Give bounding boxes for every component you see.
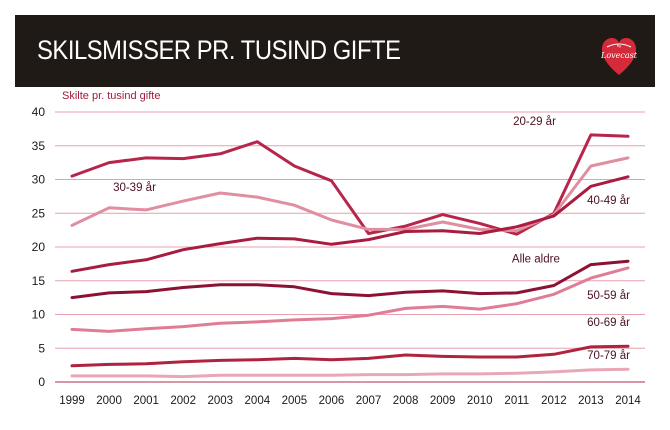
series-line xyxy=(70,259,630,300)
x-tick-label: 2002 xyxy=(170,395,196,407)
series-label: 50-59 år xyxy=(587,290,630,302)
series-labels: 20-29 år 30-39 år 40-49 år Alle aldre 50-59 … xyxy=(113,116,630,362)
series-line xyxy=(70,367,630,379)
x-tick-label: 2014 xyxy=(615,395,641,407)
y-tick-label: 5 xyxy=(38,341,45,355)
grid-lines xyxy=(55,111,645,383)
series-line xyxy=(70,344,630,368)
series-label: 30-39 år xyxy=(113,182,156,194)
y-tick-label: 15 xyxy=(32,274,46,288)
x-tick-label: 2003 xyxy=(207,395,233,407)
y-tick-label: 0 xyxy=(38,375,45,389)
chart-title: SKILSMISSER PR. TUSIND GIFTE xyxy=(37,35,401,65)
series-line xyxy=(70,175,630,273)
chart-header: SKILSMISSER PR. TUSIND GIFTE by Lovecast xyxy=(15,15,655,87)
x-tick-label: 2000 xyxy=(96,395,122,407)
y-tick-label: 20 xyxy=(32,240,46,254)
series-label: Alle aldre xyxy=(512,253,560,265)
y-axis-label: Skilte pr. tusind gifte xyxy=(62,90,160,102)
series-label: 20-29 år xyxy=(513,116,556,128)
x-tick-label: 2013 xyxy=(578,395,604,407)
series-label: 70-79 år xyxy=(587,350,630,362)
x-tick-label: 2007 xyxy=(356,395,382,407)
y-tick-label: 30 xyxy=(32,173,46,187)
series-lines xyxy=(70,133,630,379)
x-tick-label: 2010 xyxy=(467,395,493,407)
y-axis-ticks: 0 5 10 15 20 25 30 35 40 xyxy=(32,105,46,389)
x-tick-label: 2009 xyxy=(430,395,456,407)
series-label: 60-69 år xyxy=(587,317,630,329)
x-tick-label: 2011 xyxy=(504,395,529,407)
series-label: 40-49 år xyxy=(587,195,630,207)
y-tick-label: 10 xyxy=(32,308,46,322)
lovecast-logo: by Lovecast xyxy=(601,38,637,75)
y-tick-label: 35 xyxy=(32,139,46,153)
x-tick-label: 2005 xyxy=(282,395,308,407)
x-axis-ticks: 1999 2000 2001 2002 2003 2004 2005 2006 2007 2008… xyxy=(59,395,641,407)
x-tick-label: 2008 xyxy=(393,395,419,407)
logo-small-text: by xyxy=(617,43,621,48)
y-tick-label: 25 xyxy=(32,206,46,220)
x-tick-label: 1999 xyxy=(59,395,85,407)
x-tick-label: 2004 xyxy=(245,395,271,407)
series-line xyxy=(70,266,630,333)
logo-text: Lovecast xyxy=(601,51,637,60)
x-tick-label: 2012 xyxy=(541,395,567,407)
x-tick-label: 2006 xyxy=(319,395,345,407)
y-tick-label: 40 xyxy=(32,105,46,119)
x-tick-label: 2001 xyxy=(133,395,159,407)
